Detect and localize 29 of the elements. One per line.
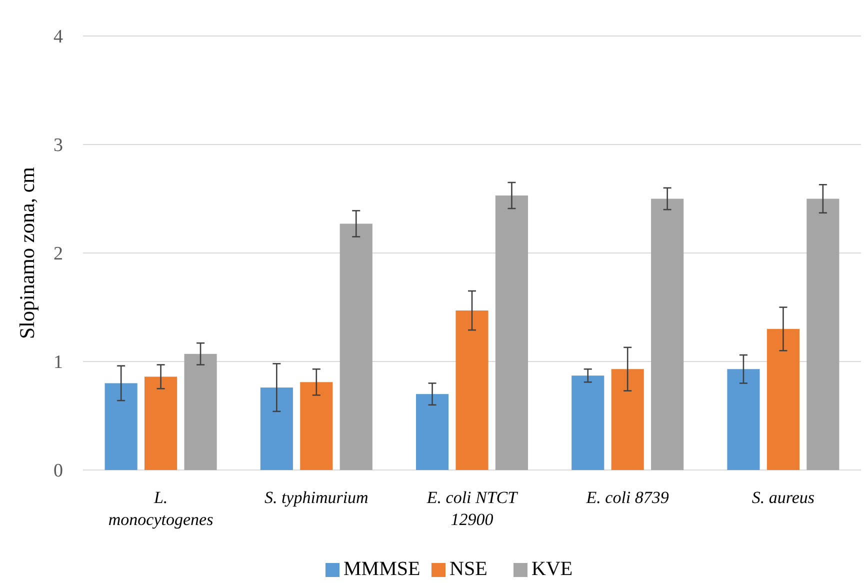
x-tick-label: S. aureus: [752, 488, 815, 507]
x-tick-label: E. coli 8739: [585, 488, 670, 507]
bar: [184, 354, 217, 470]
x-tick-label: E. coli NTCT 12900: [426, 488, 519, 529]
x-tick-label: L. monocytogenes: [108, 488, 214, 529]
bar: [651, 198, 684, 470]
bar: [766, 328, 800, 470]
bar: [300, 382, 333, 470]
bar: [144, 376, 178, 470]
y-axis-title: Slopinamo zona, cm: [15, 166, 39, 340]
legend-label: MMMSE: [344, 558, 420, 580]
y-tick-label: 1: [54, 352, 63, 374]
bar: [572, 376, 604, 470]
bar: [416, 394, 449, 470]
bar: [611, 369, 644, 470]
bar: [340, 224, 372, 470]
y-tick-label: 2: [54, 244, 63, 265]
bar: [806, 198, 840, 470]
legend-label: KVE: [532, 558, 573, 580]
bar: [260, 388, 293, 470]
bar: [104, 383, 138, 470]
legend-label: NSE: [450, 558, 488, 580]
y-tick-label: 4: [54, 26, 64, 48]
bar: [495, 195, 528, 470]
bar: [727, 369, 760, 470]
y-tick-label: 3: [54, 135, 63, 156]
y-tick-label: 0: [54, 460, 63, 482]
bar: [456, 310, 488, 470]
x-tick-label: S. typhimurium: [264, 488, 368, 507]
